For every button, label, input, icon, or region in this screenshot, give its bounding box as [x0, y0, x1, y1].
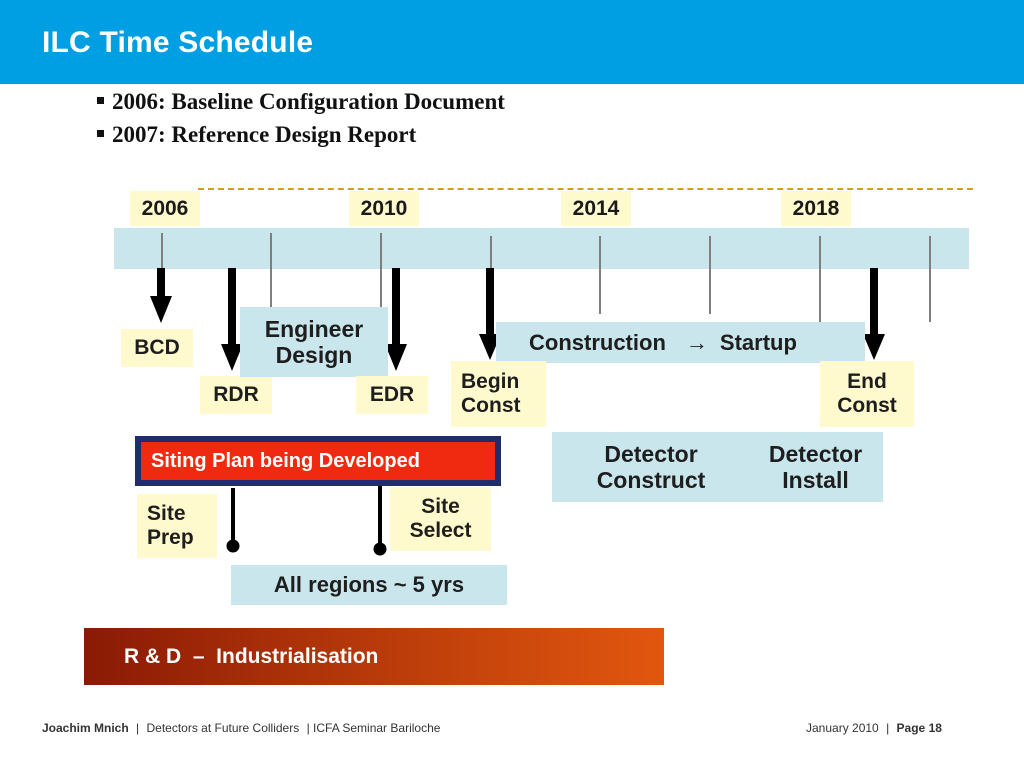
dashed-guide-line	[198, 188, 973, 190]
box-line: Site	[147, 501, 186, 525]
bullet-text: 2006: Baseline Configuration Document	[112, 89, 505, 114]
year-tick	[161, 233, 163, 269]
detector-panel	[552, 432, 883, 502]
year-label: 2018	[781, 191, 851, 226]
arrow-down-icon	[863, 268, 885, 360]
footer-talk: Detectors at Future Colliders	[146, 721, 300, 735]
footer-separator: |	[886, 721, 890, 735]
year-label: 2006	[130, 191, 200, 226]
arrow-down-icon	[150, 268, 172, 323]
box-line: Prep	[147, 526, 194, 549]
detector-install-label: Detector Install	[748, 432, 883, 502]
box-line: End	[847, 369, 887, 393]
year-tick	[380, 233, 382, 309]
box-line: Engineer	[264, 315, 364, 342]
footer-page-number: Page 18	[896, 721, 942, 735]
box-line: Detector	[768, 440, 863, 467]
title-bar	[0, 0, 1024, 84]
box-line: Construct	[596, 467, 706, 493]
bullet-item: 2006: Baseline Configuration Document	[97, 86, 505, 119]
arrow-right-icon: →	[685, 329, 708, 355]
year-label: 2014	[561, 191, 631, 226]
box-line: Const	[837, 394, 897, 417]
box-line: Select	[409, 519, 472, 542]
bullet-list: 2006: Baseline Configuration Document 20…	[97, 86, 505, 152]
year-label: 2010	[349, 191, 419, 226]
bullet-square-icon	[97, 130, 104, 138]
box-line: Install	[782, 467, 849, 493]
rd-industrialisation-bar: R & D – Industrialisation	[84, 628, 664, 685]
bullet-square-icon	[97, 97, 104, 105]
slide-title: ILC Time Schedule	[42, 26, 314, 59]
box-line: Const	[461, 394, 521, 417]
year-tick	[709, 236, 711, 314]
box-line: Detector	[604, 440, 698, 467]
site-prep-box: Site Prep	[137, 494, 217, 558]
box-line: Begin	[461, 369, 520, 393]
detector-construct-label: Detector Construct	[571, 432, 731, 502]
box-line: Design	[275, 342, 353, 368]
footer-author: Joachim Mnich	[42, 721, 129, 735]
footer-left: Joachim Mnich | Detectors at Future Coll…	[42, 721, 440, 735]
siting-plan-banner: Siting Plan being Developed	[141, 442, 495, 480]
year-tick	[490, 236, 492, 268]
year-tick	[819, 236, 821, 322]
arrow-down-icon	[221, 268, 243, 371]
pin-line-icon	[226, 488, 240, 553]
timeline-band	[114, 228, 969, 269]
year-tick	[929, 236, 931, 322]
year-tick	[599, 236, 601, 314]
bullet-item: 2007: Reference Design Report	[97, 119, 505, 152]
arrow-down-icon	[479, 268, 501, 360]
box-line: Site	[421, 494, 460, 518]
edr-box: EDR	[356, 376, 428, 414]
bcd-box: BCD	[121, 329, 193, 367]
site-select-box: Site Select	[390, 487, 491, 551]
footer-right: January 2010 | Page 18	[806, 721, 942, 735]
construction-startup-box: Construction → Startup	[496, 322, 865, 363]
begin-const-box: Begin Const	[451, 361, 546, 427]
arrow-down-icon	[385, 268, 407, 371]
footer-separator: |	[136, 721, 140, 735]
bar-text: R & D – Industrialisation	[124, 644, 379, 668]
box-text: Startup	[719, 329, 797, 355]
footer-event: | ICFA Seminar Bariloche	[306, 721, 441, 735]
engineer-design-box: Engineer Design	[240, 307, 388, 377]
year-tick	[270, 233, 272, 309]
footer-date: January 2010	[806, 721, 879, 735]
all-regions-box: All regions ~ 5 yrs	[231, 565, 507, 605]
bullet-text: 2007: Reference Design Report	[112, 122, 417, 147]
box-text: Construction	[529, 329, 666, 355]
end-const-box: End Const	[820, 361, 914, 427]
rdr-box: RDR	[200, 376, 272, 414]
